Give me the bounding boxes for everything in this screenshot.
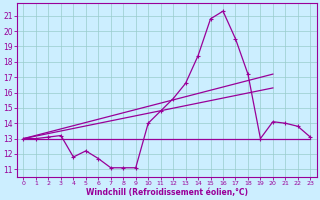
X-axis label: Windchill (Refroidissement éolien,°C): Windchill (Refroidissement éolien,°C) — [86, 188, 248, 197]
